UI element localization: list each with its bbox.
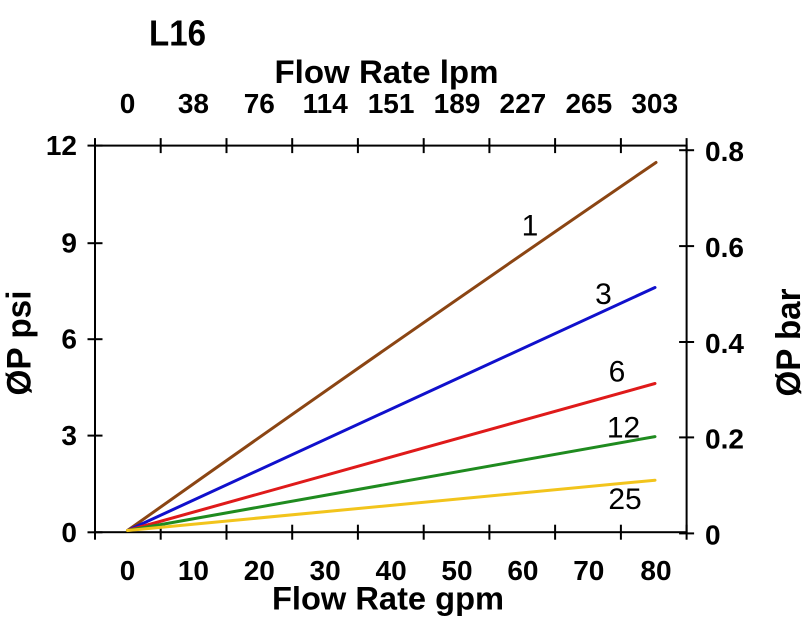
svg-text:189: 189	[434, 88, 481, 119]
svg-text:ØP bar: ØP bar	[770, 289, 802, 397]
svg-text:0: 0	[61, 517, 77, 548]
svg-text:Flow Rate lpm: Flow Rate lpm	[275, 54, 499, 90]
svg-text:50: 50	[441, 555, 472, 586]
svg-text:303: 303	[631, 88, 678, 119]
svg-text:6: 6	[61, 324, 77, 355]
svg-text:12: 12	[607, 412, 640, 445]
svg-text:3: 3	[595, 278, 612, 311]
svg-text:10: 10	[178, 555, 209, 586]
svg-text:Flow Rate gpm: Flow Rate gpm	[272, 581, 504, 617]
svg-text:30: 30	[310, 555, 341, 586]
svg-text:0.6: 0.6	[705, 232, 744, 263]
svg-text:0.4: 0.4	[705, 328, 744, 359]
svg-text:L16: L16	[149, 13, 206, 54]
svg-text:9: 9	[61, 228, 77, 259]
svg-text:ØP psi: ØP psi	[0, 291, 38, 396]
svg-text:0: 0	[120, 555, 136, 586]
svg-text:0.2: 0.2	[705, 423, 744, 454]
svg-text:38: 38	[178, 88, 209, 119]
svg-text:20: 20	[244, 555, 275, 586]
svg-text:76: 76	[244, 88, 275, 119]
svg-text:40: 40	[376, 555, 407, 586]
svg-text:25: 25	[608, 483, 641, 516]
svg-text:0: 0	[120, 88, 136, 119]
svg-text:1: 1	[522, 210, 539, 243]
svg-text:227: 227	[500, 88, 547, 119]
svg-text:0: 0	[705, 519, 721, 550]
svg-text:151: 151	[368, 88, 415, 119]
svg-text:114: 114	[303, 88, 349, 119]
svg-text:0.8: 0.8	[705, 136, 744, 167]
svg-text:265: 265	[565, 88, 612, 119]
svg-text:12: 12	[46, 130, 77, 161]
svg-text:60: 60	[507, 555, 538, 586]
svg-text:3: 3	[61, 420, 77, 451]
svg-text:80: 80	[640, 555, 671, 586]
svg-text:6: 6	[609, 355, 626, 388]
svg-text:70: 70	[573, 555, 604, 586]
